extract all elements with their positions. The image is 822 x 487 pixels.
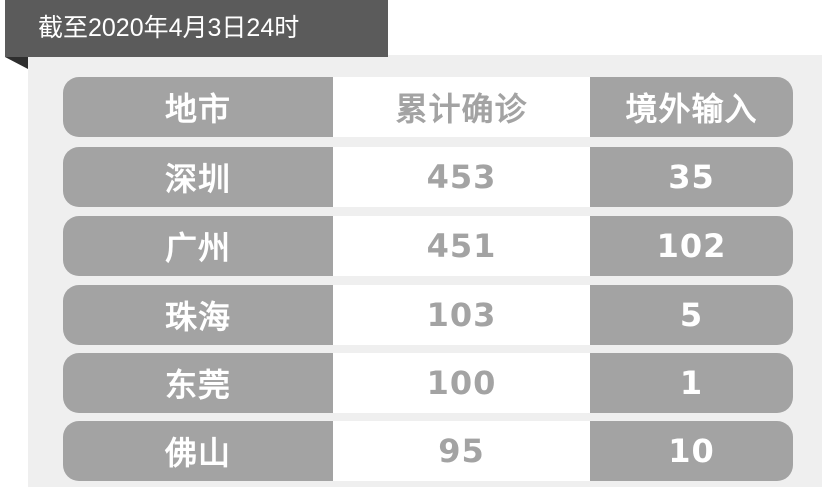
- table-row: 深圳 453 35: [63, 147, 793, 207]
- cell-confirmed: 103: [333, 285, 590, 345]
- cell-imported: 5: [590, 285, 793, 345]
- cell-city: 深圳: [63, 147, 333, 207]
- table-row: 珠海 103 5: [63, 285, 793, 345]
- table-header: 地市 累计确诊 境外输入: [63, 77, 793, 137]
- cell-confirmed: 451: [333, 216, 590, 276]
- header-city: 地市: [63, 77, 333, 137]
- table-row: 佛山 95 10: [63, 421, 793, 481]
- cell-confirmed: 453: [333, 147, 590, 207]
- cell-confirmed: 100: [333, 353, 590, 413]
- cell-imported: 1: [590, 353, 793, 413]
- banner-fold: [5, 57, 28, 69]
- header-imported: 境外输入: [590, 77, 793, 137]
- cell-city: 广州: [63, 216, 333, 276]
- cell-city: 佛山: [63, 421, 333, 481]
- table-row: 广州 451 102: [63, 216, 793, 276]
- cell-city: 珠海: [63, 285, 333, 345]
- cell-imported: 102: [590, 216, 793, 276]
- cell-city: 东莞: [63, 353, 333, 413]
- table-row: 东莞 100 1: [63, 353, 793, 413]
- header-confirmed: 累计确诊: [333, 77, 590, 137]
- cell-imported: 10: [590, 421, 793, 481]
- cell-confirmed: 95: [333, 421, 590, 481]
- date-banner: 截至2020年4月3日24时: [5, 0, 388, 57]
- cell-imported: 35: [590, 147, 793, 207]
